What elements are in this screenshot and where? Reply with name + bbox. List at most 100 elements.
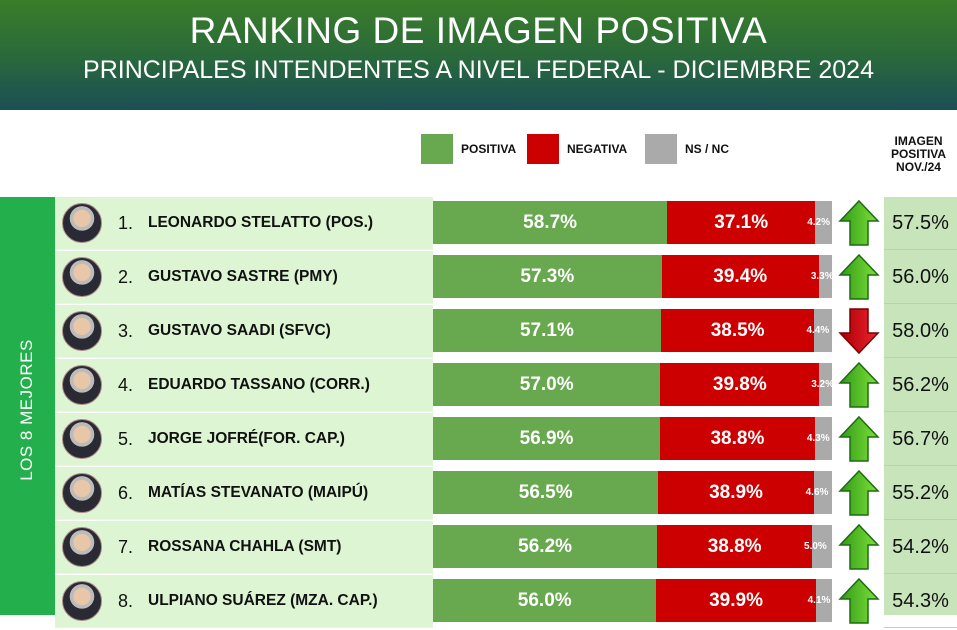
legend-negativa: NEGATIVA <box>527 134 627 164</box>
arrow-down-icon <box>838 307 880 355</box>
table-row: 8. ULPIANO SUÁREZ (MZA. CAP.) 56.0% 39.9% 4.… <box>55 575 957 629</box>
label-positive: 58.7% <box>523 211 578 233</box>
avatar <box>62 527 102 567</box>
candidate-name: ULPIANO SUÁREZ (MZA. CAP.) <box>148 592 378 609</box>
label-nsnc: 4.1% <box>807 595 831 606</box>
candidate-cell: 3. GUSTAVO SAADI (SFVC) <box>55 305 433 358</box>
rank-number: 4. <box>118 374 134 395</box>
candidate-name: MATÍAS STEVANATO (MAIPÚ) <box>148 484 369 501</box>
stacked-bar: 58.7% 37.1% 4.2% <box>433 201 832 244</box>
legend-positiva: POSITIVA <box>421 134 516 164</box>
bar-negative: 38.5% <box>660 309 815 352</box>
rank-number: 2. <box>118 266 134 287</box>
bar-negative: 38.8% <box>660 417 815 460</box>
avatar <box>62 581 102 621</box>
bar-negative: 38.9% <box>658 471 814 514</box>
bar-positive: 56.5% <box>433 471 659 514</box>
avatar <box>62 257 102 297</box>
label-negative: 39.4% <box>713 265 768 287</box>
bar-positive: 56.0% <box>433 579 657 622</box>
label-positive: 56.2% <box>518 535 573 557</box>
legend-label: NS / NC <box>685 142 730 156</box>
avatar <box>62 419 102 459</box>
legend-label: NEGATIVA <box>567 142 628 156</box>
candidate-cell: 5. JORGE JOFRÉ(FOR. CAP.) <box>55 413 433 466</box>
bar-nsnc: 4.4% <box>806 309 832 352</box>
candidate-cell: 4. EDUARDO TASSANO (CORR.) <box>55 359 433 412</box>
rank-number: 6. <box>118 482 134 503</box>
group-label: LOS 8 MEJORES <box>17 339 36 481</box>
previous-column <box>884 197 957 615</box>
label-nsnc: 4.4% <box>806 325 830 336</box>
legend-nsnc: NS / NC <box>645 134 729 164</box>
label-positive: 57.1% <box>519 319 574 341</box>
bar-nsnc: 4.3% <box>807 417 832 460</box>
label-negative: 38.5% <box>710 319 765 341</box>
stacked-bar: 57.1% 38.5% 4.4% <box>433 309 832 352</box>
previous-column-header: IMAGEN POSITIVA NOV./24 <box>890 134 947 174</box>
candidate-cell: 7. ROSSANA CHAHLA (SMT) <box>55 521 433 574</box>
table-row: 6. MATÍAS STEVANATO (MAIPÚ) 56.5% 38.9% 4.6%… <box>55 467 957 521</box>
bar-positive: 57.0% <box>433 363 661 406</box>
bar-negative: 39.4% <box>661 255 819 298</box>
bar-nsnc: 4.6% <box>806 471 832 514</box>
avatar <box>62 365 102 405</box>
rank-number: 8. <box>118 590 134 611</box>
bar-negative: 38.8% <box>657 525 813 568</box>
rank-number: 5. <box>118 428 134 449</box>
arrow-up-icon <box>838 199 880 247</box>
table-row: 2. GUSTAVO SASTRE (PMY) 57.3% 39.4% 3.3% 56.0… <box>55 251 957 305</box>
label-nsnc: 4.3% <box>806 433 830 444</box>
label-positive: 57.3% <box>520 265 575 287</box>
stacked-bar: 57.3% 39.4% 3.3% <box>433 255 834 298</box>
arrow-up-icon <box>838 253 880 301</box>
previous-positive-value: 57.5% <box>884 197 957 250</box>
arrow-up-icon <box>838 415 880 463</box>
bar-negative: 39.8% <box>660 363 820 406</box>
stacked-bar: 56.9% 38.8% 4.3% <box>433 417 832 460</box>
stacked-bar: 56.5% 38.9% 4.6% <box>433 471 832 514</box>
previous-positive-value: 55.2% <box>884 467 957 520</box>
table-row: 7. ROSSANA CHAHLA (SMT) 56.2% 38.8% 5.0% 54.2… <box>55 521 957 575</box>
label-positive: 56.9% <box>519 427 574 449</box>
stacked-bar: 56.0% 39.9% 4.1% <box>433 579 832 622</box>
bar-positive: 57.1% <box>433 309 661 352</box>
label-negative: 38.8% <box>710 427 765 449</box>
bar-negative: 39.9% <box>656 579 816 622</box>
arrow-up-icon <box>838 469 880 517</box>
bar-positive: 58.7% <box>433 201 668 244</box>
label-positive: 56.5% <box>518 481 573 503</box>
rank-number: 1. <box>118 212 134 233</box>
candidate-name: LEONARDO STELATTO (POS.) <box>148 214 374 231</box>
candidate-cell: 2. GUSTAVO SASTRE (PMY) <box>55 251 433 304</box>
rank-number: 3. <box>118 320 134 341</box>
candidate-cell: 6. MATÍAS STEVANATO (MAIPÚ) <box>55 467 433 520</box>
previous-positive-value: 56.2% <box>884 359 957 412</box>
label-nsnc: 3.3% <box>810 271 834 282</box>
label-positive: 57.0% <box>519 373 574 395</box>
bar-positive: 56.9% <box>433 417 661 460</box>
bar-positive: 56.2% <box>433 525 658 568</box>
label-negative: 37.1% <box>714 211 769 233</box>
table-row: 5. JORGE JOFRÉ(FOR. CAP.) 56.9% 38.8% 4.3% 56… <box>55 413 957 467</box>
stacked-bar: 56.2% 38.8% 5.0% <box>433 525 832 568</box>
previous-positive-value: 58.0% <box>884 305 957 358</box>
label-negative: 38.8% <box>707 535 762 557</box>
avatar <box>62 311 102 351</box>
stacked-bar: 57.0% 39.8% 3.2% <box>433 363 834 406</box>
chart-subtitle: PRINCIPALES INTENDENTES A NIVEL FEDERAL … <box>83 56 874 84</box>
candidate-name: EDUARDO TASSANO (CORR.) <box>148 376 370 393</box>
group-strip <box>0 197 55 615</box>
arrow-up-icon <box>838 523 880 571</box>
previous-positive-value: 56.7% <box>884 413 957 466</box>
chart-title: RANKING DE IMAGEN POSITIVA <box>189 10 768 51</box>
label-positive: 56.0% <box>517 589 572 611</box>
bar-nsnc: 5.0% <box>804 525 832 568</box>
arrow-up-icon <box>838 577 880 625</box>
candidate-name: JORGE JOFRÉ(FOR. CAP.) <box>148 430 345 447</box>
candidate-name: GUSTAVO SAADI (SFVC) <box>148 322 331 339</box>
label-nsnc: 5.0% <box>804 541 827 552</box>
previous-positive-value: 54.3% <box>884 575 957 628</box>
candidate-cell: 8. ULPIANO SUÁREZ (MZA. CAP.) <box>55 575 433 628</box>
avatar <box>62 473 102 513</box>
